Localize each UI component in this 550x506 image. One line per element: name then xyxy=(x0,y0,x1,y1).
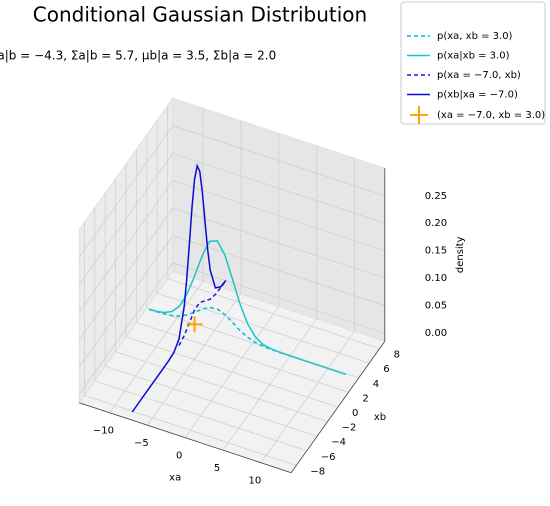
series-line xyxy=(131,163,227,413)
y-tick-label: 8 xyxy=(394,350,400,361)
y-tick-label: −2 xyxy=(342,423,357,434)
grid-line xyxy=(172,207,385,279)
x-tick-label: −5 xyxy=(134,438,149,449)
y-tick-label: −4 xyxy=(331,437,346,448)
grid-line xyxy=(94,380,307,452)
legend-label: p(xb|xa = −7.0) xyxy=(437,90,518,101)
z-tick-label: 0.00 xyxy=(425,328,447,339)
grid-line xyxy=(78,262,174,395)
chart-title: Conditional Gaussian Distribution xyxy=(33,3,367,27)
x-tick-label: −10 xyxy=(93,426,114,437)
grid-line xyxy=(78,152,174,285)
legend-box xyxy=(400,1,546,125)
grid-line xyxy=(172,180,385,252)
chart-subtitle: μa|b = −4.3, Σa|b = 5.7, μb|a = 3.5, Σb|… xyxy=(0,49,276,63)
x-tick-label: 10 xyxy=(249,476,262,487)
grid-line xyxy=(172,125,385,197)
grid-line xyxy=(78,235,174,368)
grid-line xyxy=(172,262,385,334)
grid-line xyxy=(84,395,297,466)
z-tick-label: 0.05 xyxy=(425,301,447,312)
y-tick-label: 6 xyxy=(383,364,389,375)
grid-line xyxy=(105,365,318,437)
grid-line xyxy=(157,292,370,364)
z-tick-label: 0.20 xyxy=(425,218,447,229)
y-tick-label: 0 xyxy=(352,408,358,419)
grid-line xyxy=(78,125,174,258)
y-tick-label: 4 xyxy=(373,379,379,390)
legend-label: p(xa|xb = 3.0) xyxy=(437,51,510,62)
legend-swatch xyxy=(410,106,428,124)
z-axis-label: density xyxy=(455,236,466,273)
legend-label: p(xa = −7.0, xb) xyxy=(437,70,521,81)
axis-line xyxy=(290,341,386,473)
axis-line xyxy=(79,402,292,474)
grid-line xyxy=(78,207,174,340)
grid-line xyxy=(125,336,339,408)
x-tick-label: 0 xyxy=(176,451,182,462)
z-tick-label: 0.10 xyxy=(425,273,447,284)
x-tick-label: 5 xyxy=(214,463,220,474)
z-tick-label: 0.25 xyxy=(425,191,447,202)
series-line xyxy=(148,306,286,356)
y-axis-label: xb xyxy=(374,412,386,423)
grid-line xyxy=(172,152,385,224)
grid-line xyxy=(167,278,380,349)
x-axis-label: xa xyxy=(169,473,181,484)
y-tick-label: −6 xyxy=(321,452,336,463)
grid-line xyxy=(78,180,174,313)
z-tick-label: 0.15 xyxy=(425,246,447,257)
y-tick-label: 2 xyxy=(362,393,368,404)
grid-line xyxy=(115,351,328,422)
y-tick-label: −8 xyxy=(310,466,325,477)
series-line xyxy=(148,240,347,376)
grid-line xyxy=(136,322,349,393)
series-line xyxy=(178,280,227,346)
legend-label: p(xa, xb = 3.0) xyxy=(437,31,513,42)
point-marker xyxy=(186,316,203,333)
legend-label: (xa = −7.0, xb = 3.0) xyxy=(437,110,545,121)
